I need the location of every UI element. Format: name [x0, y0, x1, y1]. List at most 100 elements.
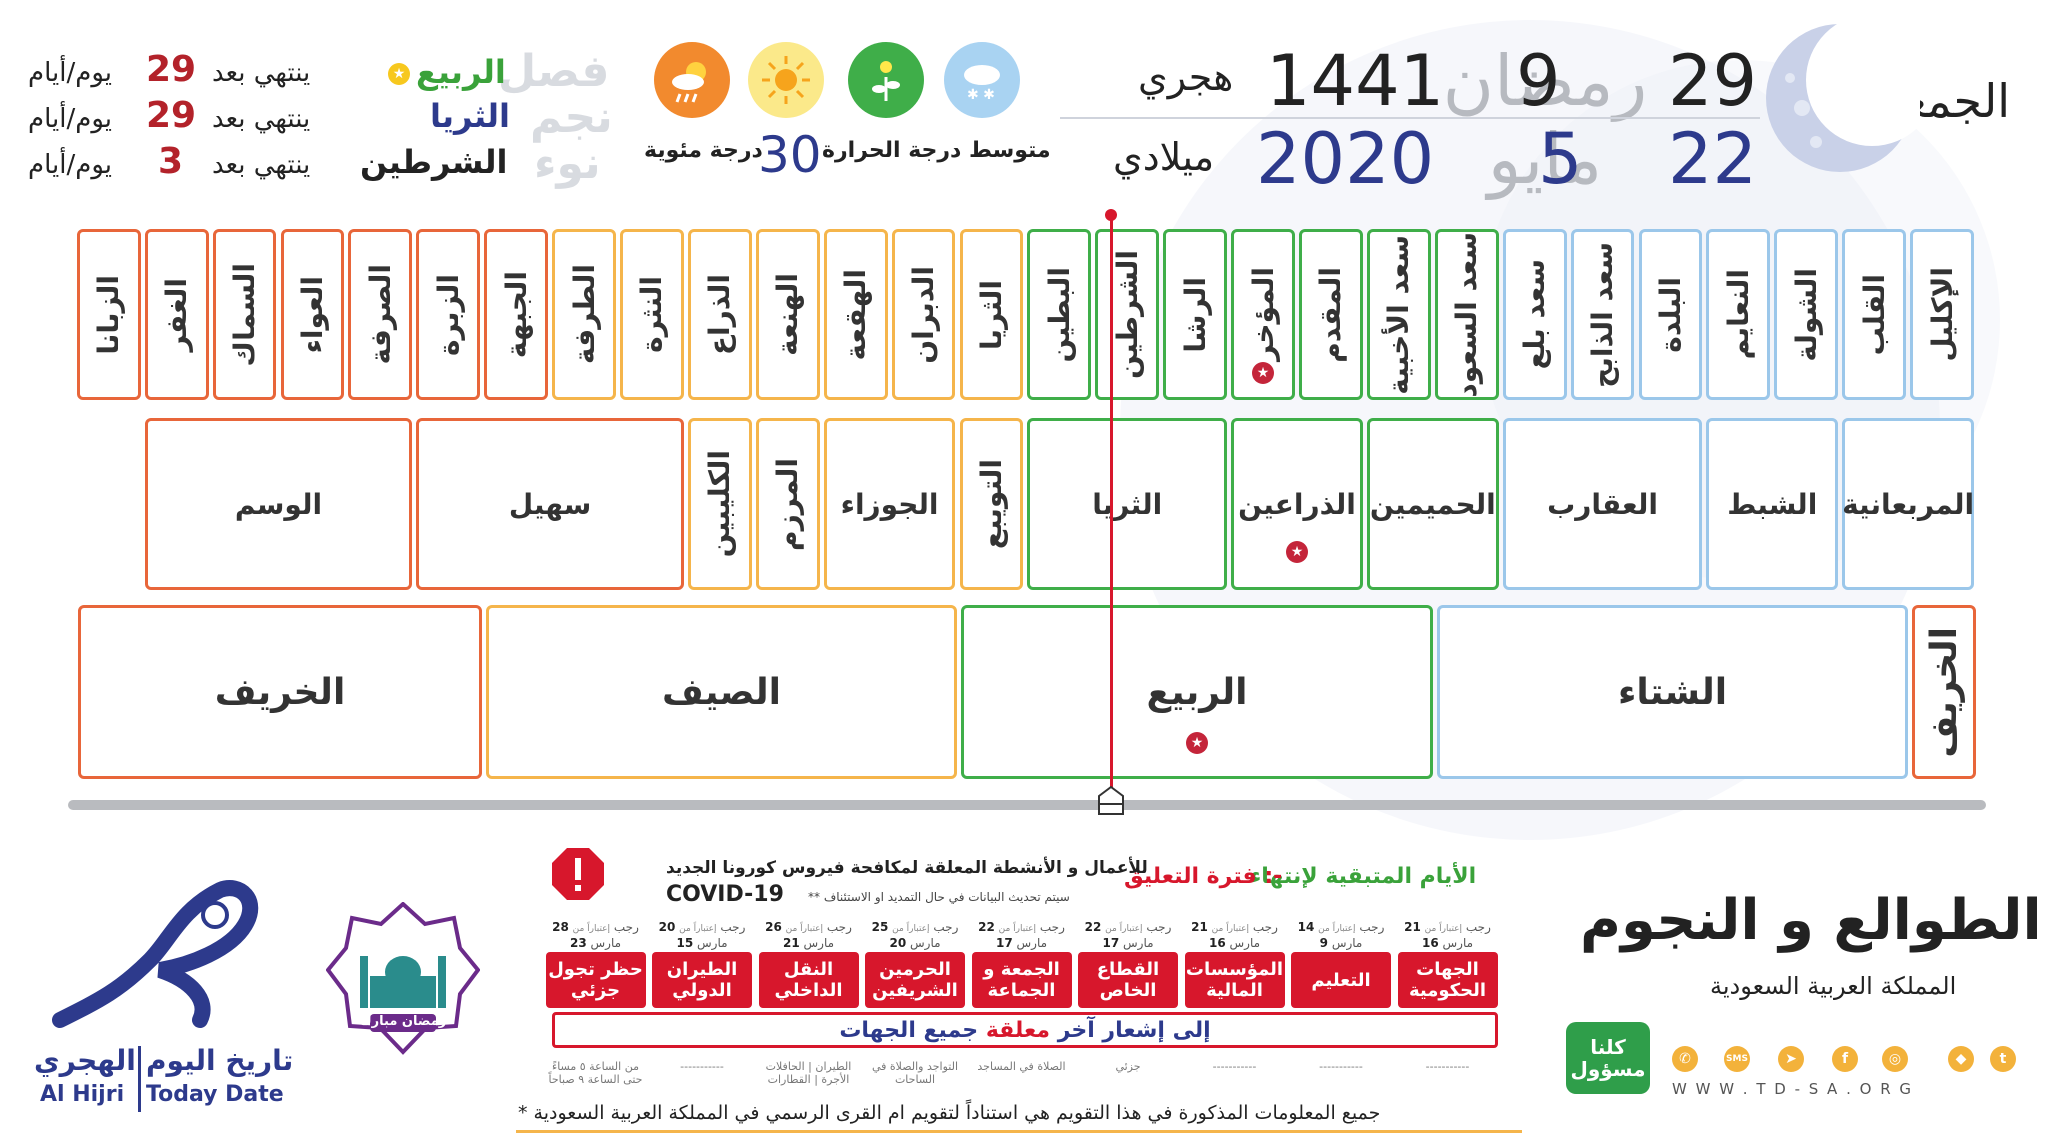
- star-name: الكليبين: [703, 450, 737, 558]
- suspension-hijri-month: رجب: [568, 920, 639, 934]
- mansion-name: الصرفة: [363, 264, 397, 365]
- mansion-name: الزبرة: [431, 273, 465, 356]
- mansion-name: السماك: [228, 262, 262, 367]
- gregorian-month-number: 5: [1538, 118, 1583, 200]
- star-cell: الكليبين: [687, 418, 752, 590]
- mansion-name: البلدة: [1653, 276, 1687, 353]
- timeline-current-line: [1110, 214, 1113, 804]
- suspension-tile: الجهات الحكومية: [1397, 952, 1498, 1008]
- hijri-label: هجري: [1138, 55, 1234, 99]
- suspension-tile: الحرمين الشريفين: [865, 952, 965, 1008]
- suspension-date: 14 رجب إعتباراً من 9 مارس: [1291, 920, 1391, 950]
- mansion-cell: الإكليل: [1910, 229, 1974, 400]
- mansion-name: العواء: [295, 275, 329, 354]
- timeline-track: [68, 800, 1986, 810]
- ramadan-badge: رمضان مبارك: [325, 901, 481, 1056]
- season-name: الخريف: [214, 671, 346, 713]
- twitter-icon[interactable]: t: [1990, 1046, 2016, 1072]
- anwa-ends-days: 3: [158, 141, 184, 182]
- current-season: الربيع: [416, 53, 506, 91]
- star-name: الجوزاء: [840, 487, 939, 521]
- season-cell: الشتاء: [1437, 605, 1908, 779]
- current-star-marker-icon: ★: [1285, 541, 1308, 563]
- mansion-cell: سعد الذابح: [1570, 229, 1635, 400]
- mansion-name: الثريا: [974, 279, 1008, 350]
- mansion-cell: الطرفة: [552, 229, 616, 400]
- whatsapp-icon[interactable]: ✆: [1672, 1046, 1698, 1072]
- season-name: الخريف: [1923, 626, 1965, 758]
- sun-icon: [748, 42, 824, 118]
- suspension-tile: الطيران الدولي: [652, 952, 752, 1008]
- gregorian-day: 22: [1668, 118, 1758, 200]
- instagram-icon[interactable]: ◎: [1882, 1046, 1908, 1072]
- current-mansion-star-icon: ★: [1252, 362, 1275, 384]
- star-cell: المربعانية: [1842, 418, 1974, 590]
- sms-icon[interactable]: SMS: [1724, 1046, 1750, 1072]
- facebook-icon[interactable]: f: [1832, 1046, 1858, 1072]
- mansion-cell: البطين: [1027, 229, 1092, 400]
- website-link[interactable]: W W W . T D - S A . O R G: [1672, 1080, 1914, 1098]
- sun-cloud-rain-icon: [654, 42, 730, 118]
- current-star: الثريا: [430, 97, 510, 135]
- suspension-title-1: الأيام المتبقية لإنتهاء: [1250, 864, 1477, 889]
- mansion-cell: الغفر: [144, 229, 209, 400]
- suspension-greg-month: مارس: [1328, 936, 1363, 950]
- hijri-month-name: رمضان: [1442, 40, 1648, 122]
- season-ends-label: ينتهي بعد: [212, 58, 311, 88]
- temperature-unit: درجة مئوية: [644, 138, 763, 163]
- suspension-hijri-day: 26: [765, 920, 782, 934]
- star-ends-label: ينتهي بعد: [212, 104, 311, 134]
- mansion-cell: النعايم: [1706, 229, 1771, 400]
- mansion-cell: الزبرة: [416, 229, 481, 400]
- gregorian-year: 2020: [1256, 118, 1435, 200]
- all-suspended-banner: جميع الجهات معلقة إلى إشعار آخر: [552, 1012, 1498, 1048]
- season-cell: الخريف: [1912, 605, 1976, 779]
- current-anwa: الشرطين: [360, 143, 508, 181]
- mansion-cell: الهنعة: [755, 229, 820, 400]
- mansion-cell: الزبانا: [76, 229, 141, 400]
- suspension-greg-month: مارس: [1225, 936, 1261, 950]
- star-ends-unit: يوم/أيام: [28, 104, 113, 134]
- suspension-hijri-month: رجب: [1101, 920, 1172, 934]
- temperature-label: متوسط درجة الحرارة: [822, 138, 1051, 163]
- suspension-from-label: إعتباراً من: [679, 924, 717, 934]
- suspension-note: ** سيتم تحديث البيانات في حال التمديد او…: [808, 890, 1070, 904]
- row-title-anwa: نوء: [534, 138, 601, 189]
- mansion-name: النثرة: [635, 276, 669, 353]
- season-cell: الصيف: [486, 605, 957, 779]
- mansion-name: الجبهة: [499, 270, 533, 359]
- suspension-from-label: إعتباراً من: [998, 924, 1037, 934]
- suspension-hijri-day: 21: [1191, 920, 1208, 934]
- mansion-cell: الصرفة: [348, 229, 413, 400]
- season-name: الصيف: [662, 671, 781, 713]
- mansion-cell: الشولة: [1774, 229, 1839, 400]
- suspension-footer: -----------: [1425, 1060, 1470, 1073]
- row-title-season: فصل: [498, 46, 610, 97]
- date-divider: [1060, 117, 1760, 119]
- timeline-slider-handle[interactable]: [1097, 785, 1125, 815]
- today-english: Today Date: [146, 1082, 284, 1107]
- suspension-from-label: إعتباراً من: [572, 924, 611, 934]
- suspension-footer: الطيران | الحافلات الأجرة | القطارات: [765, 1060, 852, 1086]
- suspension-tile: المؤسسات المالية: [1184, 952, 1285, 1008]
- star-cell: سهيل: [416, 418, 684, 590]
- mansion-name: المؤخر: [1246, 267, 1280, 362]
- brand-subtitle: المملكة العربية السعودية: [1710, 972, 1957, 1000]
- current-season-marker-icon: ★: [1186, 732, 1208, 754]
- suspension-footer: من الساعة ٥ مساءً حتى الساعة ٩ صباحاً: [548, 1060, 643, 1086]
- hijri-day: 29: [1668, 40, 1758, 122]
- suspension-subtitle: للأعمال و الأنشطة المعلقة لمكافحة فيروس …: [666, 858, 1148, 878]
- telegram-icon[interactable]: ➤: [1778, 1046, 1804, 1072]
- row-title-star: نجم: [530, 92, 613, 143]
- gregorian-label: ميلادي: [1113, 135, 1215, 179]
- mansion-name: سعد بلع: [1518, 259, 1552, 370]
- suspension-from-label: إعتباراً من: [1424, 924, 1463, 934]
- suspension-greg-month: مارس: [906, 936, 941, 950]
- calendar-grid: الإكليل القلب الشولة النعايم البلدة سعد الذاب…: [76, 229, 1976, 779]
- suspension-greg-month: مارس: [1119, 936, 1154, 950]
- snapchat-icon[interactable]: ◆: [1948, 1046, 1974, 1072]
- suspension-greg-day: 17: [1102, 936, 1120, 950]
- mansion-cell: سعد السعود: [1434, 229, 1499, 400]
- mansion-name: النعايم: [1721, 269, 1755, 360]
- all-suspended-2: معلقة: [985, 1017, 1051, 1043]
